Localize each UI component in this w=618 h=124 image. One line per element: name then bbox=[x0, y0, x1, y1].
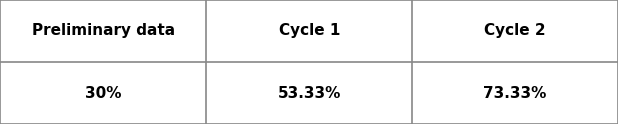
Text: Preliminary data: Preliminary data bbox=[32, 24, 175, 38]
Text: 73.33%: 73.33% bbox=[483, 86, 547, 100]
Text: 30%: 30% bbox=[85, 86, 122, 100]
Text: Cycle 1: Cycle 1 bbox=[279, 24, 340, 38]
Text: Cycle 2: Cycle 2 bbox=[485, 24, 546, 38]
Text: 53.33%: 53.33% bbox=[277, 86, 341, 100]
